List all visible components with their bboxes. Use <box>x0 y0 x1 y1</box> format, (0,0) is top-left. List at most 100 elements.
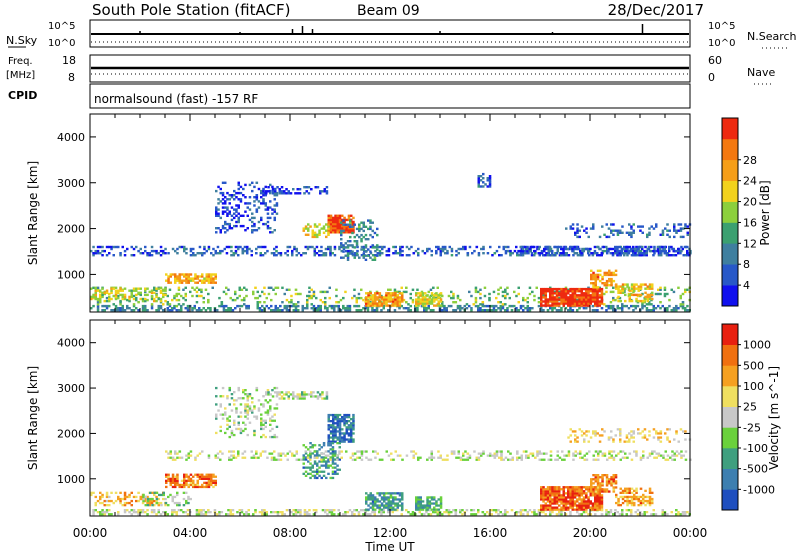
velocity-cell <box>90 491 93 494</box>
power-cell <box>248 202 252 205</box>
velocity-cell <box>309 446 312 449</box>
power-cell <box>340 231 343 235</box>
velocity-cell <box>189 450 193 453</box>
power-cell <box>504 252 508 255</box>
power-cell <box>241 247 245 251</box>
power-cell <box>224 202 227 205</box>
power-cell <box>409 309 412 312</box>
power-cell <box>574 231 577 234</box>
power-cell <box>234 298 237 302</box>
velocity-cell <box>200 511 203 514</box>
power-cell <box>248 196 252 199</box>
velocity-cell <box>542 498 545 501</box>
velocity-cell <box>560 488 563 491</box>
power-cell <box>300 254 303 257</box>
power-cell <box>374 296 377 299</box>
power-cell <box>632 309 635 312</box>
velocity-cell <box>366 513 370 516</box>
power-cell <box>265 304 268 308</box>
velocity-cell <box>353 509 356 512</box>
power-cell <box>264 204 267 207</box>
power-cell <box>105 245 109 249</box>
power-cell <box>501 307 505 310</box>
velocity-cell <box>265 391 268 394</box>
power-cell <box>439 294 443 297</box>
power-cell <box>589 287 592 291</box>
power-cell <box>217 208 220 211</box>
power-cell <box>663 292 667 296</box>
velocity-cell <box>589 506 592 509</box>
velocity-cell <box>304 446 308 449</box>
power-cell <box>224 220 227 224</box>
power-cell <box>338 216 342 220</box>
velocity-cell <box>157 511 160 514</box>
velocity-cell <box>128 493 131 497</box>
power-cell <box>389 304 393 307</box>
power-cell <box>215 206 218 209</box>
power-cell <box>488 177 492 180</box>
power-cell <box>176 275 179 278</box>
velocity-cell <box>389 502 393 505</box>
velocity-cell <box>327 442 330 445</box>
power-cell <box>661 233 665 236</box>
power-cell <box>224 206 227 209</box>
velocity-cell <box>214 479 217 482</box>
power-cell <box>365 292 368 295</box>
power-cell <box>598 287 601 291</box>
velocity-cell <box>309 476 312 480</box>
power-cell <box>553 287 556 291</box>
velocity-cell <box>325 397 329 400</box>
velocity-cell <box>365 498 368 501</box>
power-cell <box>185 252 188 255</box>
power-cell <box>504 245 508 249</box>
power-cell <box>195 294 199 298</box>
power-cell <box>326 309 329 312</box>
velocity-cell <box>293 454 296 457</box>
velocity-cell <box>142 495 145 499</box>
power-cell <box>472 303 476 306</box>
velocity-cell <box>598 504 601 507</box>
power-cell <box>569 294 572 297</box>
velocity-cell <box>171 456 175 459</box>
power-cell <box>340 221 343 224</box>
velocity-cell <box>260 403 263 406</box>
velocity-cell <box>171 473 175 476</box>
power-cell <box>367 227 370 231</box>
power-cell <box>486 179 490 182</box>
velocity-cell <box>322 460 326 463</box>
velocity-cell <box>261 450 265 453</box>
power-cell <box>517 292 520 296</box>
power-cell <box>365 302 368 305</box>
power-cell <box>263 301 266 304</box>
velocity-cell <box>271 419 274 422</box>
velocity-cell <box>594 506 597 509</box>
velocity-cell <box>610 482 613 485</box>
power-cell <box>470 309 473 312</box>
velocity-cell <box>230 397 234 400</box>
velocity-cell <box>401 458 404 461</box>
power-cell <box>336 227 339 230</box>
power-cell <box>272 309 275 312</box>
power-cell <box>499 307 502 310</box>
power-cell <box>562 292 565 295</box>
velocity-cell <box>189 477 193 480</box>
power-cell <box>513 290 516 294</box>
power-cell <box>618 296 622 300</box>
power-cell <box>459 304 462 308</box>
velocity-cell <box>302 462 305 465</box>
power-cell <box>506 307 509 310</box>
velocity-cell <box>580 500 583 503</box>
power-cell <box>225 286 228 289</box>
velocity-cell <box>219 413 222 416</box>
velocity-cell <box>347 424 351 427</box>
velocity-cell <box>230 393 234 396</box>
velocity-cell <box>355 509 358 512</box>
velocity-cell <box>338 446 341 449</box>
power-cell <box>551 290 554 293</box>
power-cell <box>221 181 225 184</box>
velocity-cell <box>585 486 588 489</box>
power-cell <box>682 227 685 230</box>
power-cell <box>444 247 447 251</box>
power-cell <box>219 187 222 191</box>
power-cell <box>312 304 316 308</box>
